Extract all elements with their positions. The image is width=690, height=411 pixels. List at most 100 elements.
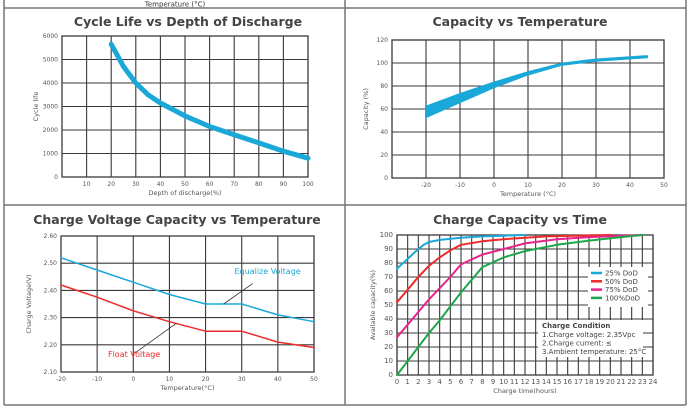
y-axis-label: Cycle life: [32, 92, 40, 122]
x-tick-label: 2: [416, 378, 420, 386]
chart-2: Capacity vs Temperature020406080100120-2…: [362, 14, 668, 198]
y-tick-label: 80: [380, 83, 388, 90]
y-tick-label: 100: [380, 231, 393, 239]
panel-borders: [3, 0, 687, 406]
chart-1: Cycle Life vs Depth of Discharge 0 1000 200…: [32, 14, 314, 197]
y-tick-label: 2.60: [44, 233, 58, 240]
y-tick-label: 30: [384, 329, 393, 337]
x-tick-label: 40: [274, 376, 282, 383]
capacity-band: [425, 55, 648, 119]
x-tick-label: 11: [510, 378, 519, 386]
y-tick-label: 60: [384, 287, 393, 295]
y-tick-label: 0: [384, 175, 388, 182]
x-tick-label: 10: [166, 376, 174, 383]
y-axis-label: Capacity (%): [362, 88, 370, 130]
plot-frame: [60, 235, 315, 373]
x-tick-label: 14: [542, 378, 551, 386]
chart-3: Charge Voltage Capacity vs Temperature 2.…: [25, 212, 321, 392]
x-tick-label: -20: [56, 376, 66, 383]
x-tick-label: 0: [131, 376, 135, 383]
y-tick-label: 0: [54, 174, 58, 181]
x-tick-label: 0: [492, 182, 496, 189]
x-tick-label: 23: [638, 378, 647, 386]
x-axis-label: Temperature (°C): [499, 190, 556, 198]
x-tick-label: 9: [491, 378, 495, 386]
y-tick-label: 50: [384, 301, 393, 309]
note-heading: Charge Condition: [542, 322, 610, 330]
header-temperature-label: Temperature (°C): [144, 1, 206, 9]
x-tick-label: 0: [395, 378, 399, 386]
y-tick-label: 20: [384, 343, 393, 351]
x-tick-label: -10: [92, 376, 102, 383]
x-tick-label: 30: [132, 181, 140, 188]
legend-label: 25% DoD: [605, 270, 638, 278]
note-line: 2.Charge current: ≤: [542, 340, 612, 348]
x-tick-label: 10: [499, 378, 508, 386]
legend-label: 50% DoD: [605, 278, 638, 286]
equalize-pointer: [223, 283, 253, 305]
y-tick-label: 4000: [43, 80, 58, 87]
x-tick-label: 21: [617, 378, 626, 386]
note-line: 1.Charge voltage: 2.35Vpc: [542, 331, 636, 339]
x-tick-label: 3: [427, 378, 431, 386]
note-box: [538, 320, 643, 357]
y-tick-label: 2000: [43, 127, 58, 134]
x-axis-label: Temperature(°C): [159, 384, 214, 392]
plot-frame: [61, 35, 309, 178]
y-tick-label: 20: [380, 152, 388, 159]
x-tick-label: 18: [585, 378, 594, 386]
x-tick-label: -20: [421, 182, 431, 189]
series-line-1: [396, 234, 526, 270]
note-line: 3.Ambient temperature: 25°C: [542, 348, 646, 356]
x-tick-label: 30: [238, 376, 246, 383]
series-line-2: [60, 284, 315, 349]
x-tick-label: 5: [448, 378, 452, 386]
y-tick-label: 60: [380, 106, 388, 113]
y-tick-label: 0: [389, 371, 393, 379]
x-axis-label: Depth of discharge(%): [148, 189, 221, 197]
y-tick-label: 2.30: [44, 315, 58, 322]
x-tick-label: 12: [521, 378, 530, 386]
x-tick-label: 20: [107, 181, 115, 188]
series-line-4: [396, 234, 644, 376]
x-tick-label: 50: [310, 376, 318, 383]
y-tick-label: 40: [380, 129, 388, 136]
gridlines: [61, 235, 314, 373]
y-tick-label: 80: [384, 259, 393, 267]
x-tick-label: 20: [606, 378, 615, 386]
x-tick-label: 20: [202, 376, 210, 383]
x-tick-label: 15: [553, 378, 562, 386]
chart-title: Charge Capacity vs Time: [433, 212, 607, 227]
x-tick-label: 10: [83, 181, 91, 188]
x-tick-label: 20: [558, 182, 566, 189]
y-tick-label: 100: [377, 60, 389, 67]
x-tick-label: 60: [206, 181, 214, 188]
x-tick-label: 90: [280, 181, 288, 188]
plot-frame: [391, 39, 665, 179]
chart-title: Capacity vs Temperature: [432, 14, 607, 29]
y-tick-label: 70: [384, 273, 393, 281]
x-tick-label: 80: [255, 181, 263, 188]
x-tick-label: 70: [230, 181, 238, 188]
x-tick-label: 100: [302, 181, 314, 188]
x-tick-label: 6: [459, 378, 464, 386]
x-axis-label: Charge time(hours): [493, 387, 556, 395]
float-pointer: [134, 322, 177, 354]
x-tick-label: 40: [157, 181, 165, 188]
x-tick-label: 1: [405, 378, 409, 386]
y-tick-label: 2.40: [44, 287, 58, 294]
series-line-2: [396, 234, 612, 304]
y-tick-label: 2.50: [44, 260, 58, 267]
x-tick-label: 16: [563, 378, 572, 386]
gridlines: [62, 35, 308, 178]
y-tick-label: 5000: [43, 57, 58, 64]
y-axis-label: Charge Voltage(V): [25, 274, 33, 333]
x-tick-label: -10: [455, 182, 465, 189]
x-tick-label: 50: [660, 182, 668, 189]
x-tick-label: 30: [592, 182, 600, 189]
series-label-float: Float Voltage: [108, 350, 160, 359]
chart-title: Cycle Life vs Depth of Discharge: [74, 14, 302, 29]
